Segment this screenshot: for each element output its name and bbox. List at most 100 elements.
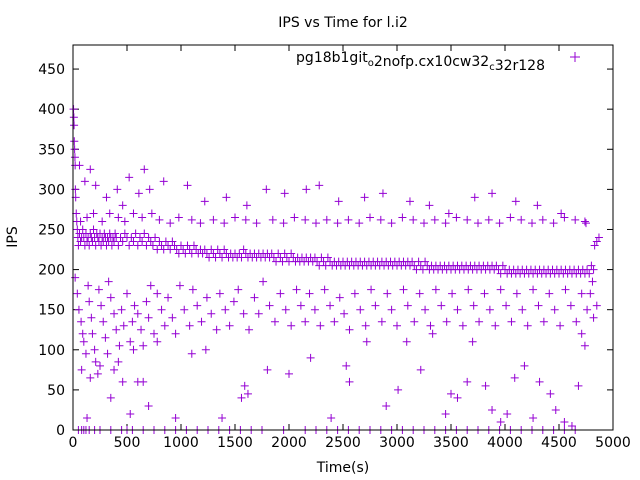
data-point (200, 197, 209, 206)
legend: pg18b1gito2nofp.cx10cw32c32r128 (296, 50, 580, 74)
data-point (529, 285, 538, 294)
data-point (574, 381, 583, 390)
data-point (89, 225, 98, 234)
data-point (138, 213, 147, 222)
data-point (262, 185, 271, 194)
data-point (153, 289, 162, 298)
data-point (237, 393, 246, 402)
data-point (250, 293, 259, 302)
data-point (528, 219, 536, 228)
data-point (394, 385, 403, 394)
data-point (80, 177, 89, 186)
data-point (398, 213, 407, 222)
data-point (327, 413, 336, 422)
data-point (106, 293, 115, 302)
data-point (196, 219, 205, 228)
data-point (342, 361, 351, 370)
data-point (129, 209, 138, 218)
data-point (189, 241, 198, 250)
data-point (144, 401, 153, 410)
data-point (382, 401, 391, 410)
data-point (520, 361, 529, 370)
legend-marker-glyph (570, 52, 580, 62)
data-point (113, 185, 122, 194)
data-point (468, 337, 477, 346)
data-point (155, 215, 164, 224)
data-point (83, 213, 92, 222)
data-point (153, 337, 162, 346)
x-tick-label: 2500 (325, 435, 361, 451)
data-point (430, 215, 439, 224)
data-point (444, 209, 453, 218)
data-point (312, 219, 320, 228)
data-point (546, 389, 555, 398)
data-point (350, 289, 359, 298)
data-point (503, 409, 512, 418)
data-point (70, 145, 79, 154)
data-point (290, 213, 299, 222)
data-point (240, 381, 249, 390)
y-tick-label: 100 (38, 343, 65, 359)
data-point (335, 293, 344, 302)
data-point (453, 305, 462, 314)
data-point (549, 219, 558, 228)
data-point (523, 321, 532, 330)
data-point (119, 321, 128, 330)
data-point (215, 289, 224, 298)
data-point (114, 357, 123, 366)
data-point (102, 193, 111, 202)
data-point (292, 285, 301, 294)
data-point (221, 305, 230, 314)
data-point (566, 301, 575, 310)
data-point (518, 305, 527, 314)
x-tick-label: 0 (69, 435, 78, 451)
x-tick-label: 4500 (541, 435, 577, 451)
data-point (376, 215, 385, 224)
data-point (90, 345, 99, 354)
data-point (588, 277, 597, 286)
data-point (535, 377, 544, 386)
data-point (355, 219, 364, 228)
data-point (98, 217, 107, 226)
data-point (458, 321, 467, 330)
data-point (567, 421, 576, 430)
data-point (140, 165, 149, 174)
data-point (123, 289, 131, 298)
data-point (474, 219, 482, 228)
data-point (118, 201, 127, 210)
data-point (387, 305, 396, 314)
data-point (259, 277, 268, 286)
data-point (157, 305, 166, 314)
data-point (592, 301, 601, 310)
data-point (488, 189, 497, 198)
data-point (441, 219, 450, 228)
data-point (104, 277, 113, 286)
data-point (209, 215, 218, 224)
data-point (287, 321, 296, 330)
data-point (128, 317, 137, 326)
x-tick-label: 4000 (487, 435, 523, 451)
data-point (402, 337, 411, 346)
y-tick-label: 450 (38, 62, 65, 78)
data-point (265, 301, 274, 310)
data-point (366, 213, 374, 222)
data-point (371, 301, 380, 310)
data-point (442, 317, 451, 326)
data-point (183, 181, 192, 190)
data-point (270, 317, 279, 326)
y-tick-label: 350 (38, 142, 65, 158)
data-point (231, 213, 239, 222)
data-point (72, 209, 81, 218)
data-point (71, 273, 80, 282)
y-tick-label: 50 (47, 383, 65, 399)
data-point (421, 305, 430, 314)
data-point (252, 219, 261, 228)
y-tick-label: 300 (38, 182, 65, 198)
data-point (362, 337, 371, 346)
data-point (242, 201, 251, 210)
data-point (587, 261, 596, 270)
data-point (320, 285, 329, 294)
data-point (234, 285, 243, 294)
data-point (245, 325, 254, 334)
data-point (86, 373, 95, 382)
